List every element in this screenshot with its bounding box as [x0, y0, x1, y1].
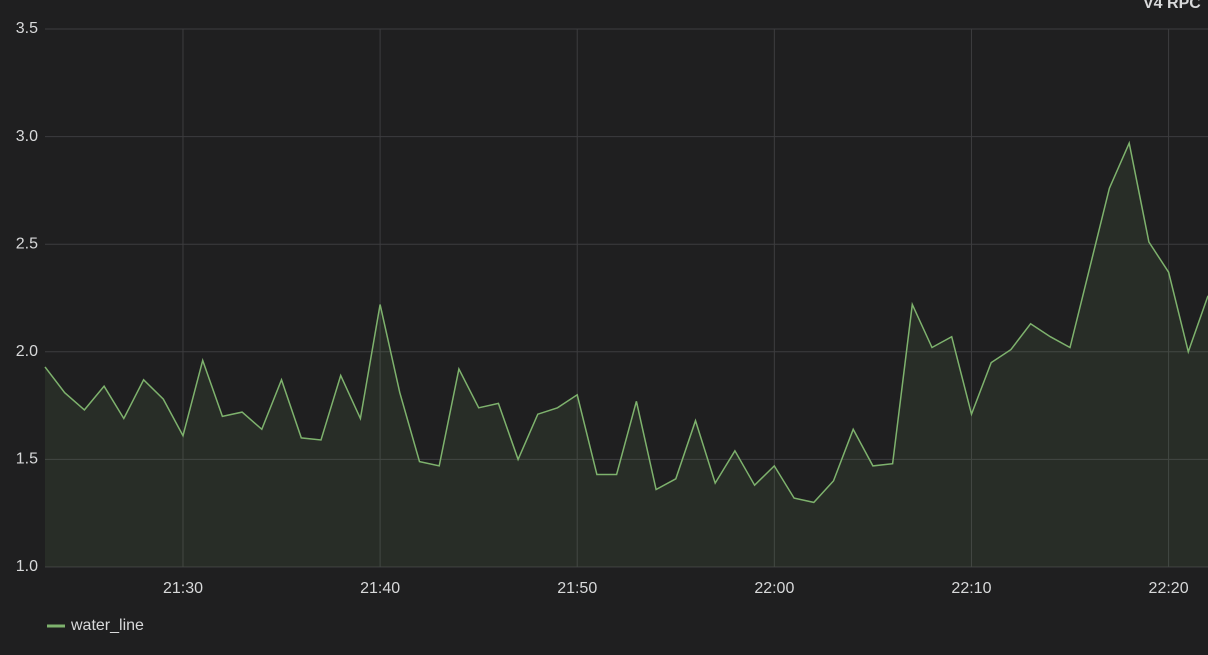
x-tick-label: 21:40 [360, 580, 400, 597]
legend-label: water_line [70, 617, 144, 634]
y-tick-label: 1.0 [16, 558, 38, 575]
x-tick-label: 22:20 [1149, 580, 1189, 597]
line [44, 140, 1208, 504]
y-tick-label: 3.5 [16, 20, 38, 37]
x-tick-label: 22:10 [951, 580, 991, 597]
x-tick-label: 21:50 [557, 580, 597, 597]
x-tick-label: 21:30 [163, 580, 203, 597]
x-tick-label: 22:00 [754, 580, 794, 597]
y-tick-label: 2.5 [16, 235, 38, 252]
y-tick-label: 1.5 [16, 451, 38, 468]
y-tick-label: 2.0 [16, 343, 38, 360]
area [45, 143, 1208, 567]
y-tick-label: 3.0 [16, 128, 38, 145]
chart-title: V4 RPC [1143, 0, 1201, 12]
